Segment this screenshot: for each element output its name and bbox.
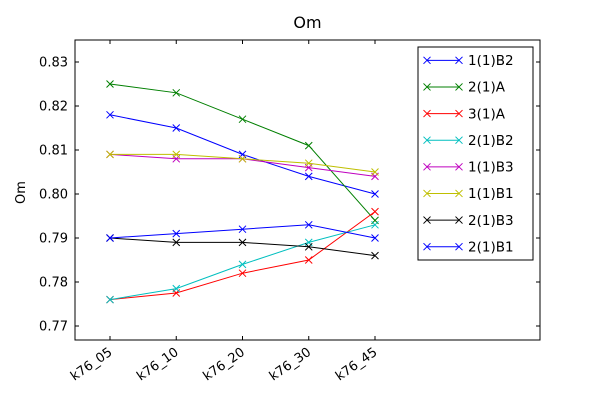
series-line-2(1)B2 (109, 224, 376, 301)
legend-sample-markers (423, 136, 463, 145)
y-tick-label: 0.78 (39, 276, 68, 291)
series-markers-1(1)B1 (106, 150, 379, 176)
legend-label: 2(1)B2 (468, 133, 514, 149)
x-tick-label: k76_30 (267, 345, 314, 384)
legend-label: 1(1)B2 (468, 53, 514, 69)
legend-label: 1(1)B3 (468, 160, 514, 176)
legend-entry-1(1)B3: 1(1)B3 (423, 160, 514, 176)
series-markers-2(1)B1 (106, 220, 379, 242)
axes-frame (74, 39, 541, 341)
series-markers-1(1)B2 (106, 110, 379, 198)
legend-box (417, 46, 534, 261)
series-line-1(1)B3 (109, 153, 376, 177)
x-tick-label: k76_05 (68, 345, 115, 384)
series-markers-1(1)B3 (106, 150, 379, 181)
legend-entry-2(1)A: 2(1)A (423, 80, 506, 96)
y-tick-label: 0.83 (39, 56, 68, 71)
legend-sample-markers (423, 109, 463, 118)
legend-entry-2(1)B3: 2(1)B3 (423, 213, 514, 229)
legend-entry-2(1)B2: 2(1)B2 (423, 133, 514, 149)
legend-entry-3(1)A: 3(1)A (423, 106, 506, 122)
legend-sample-markers (423, 83, 463, 91)
legend-label: 2(1)B3 (468, 213, 514, 229)
x-tick-label: k76_45 (333, 345, 380, 384)
series-markers-3(1)A (106, 207, 379, 304)
legend-sample-markers (423, 242, 463, 251)
legend-entry-2(1)B1: 2(1)B1 (423, 239, 514, 255)
series-markers-2(1)A (106, 80, 379, 225)
legend-label: 2(1)A (468, 80, 506, 96)
chart-title: Om (293, 13, 322, 32)
y-tick-label: 0.79 (39, 232, 68, 247)
legend-label: 3(1)A (468, 106, 506, 122)
legend-sample-markers (423, 216, 463, 224)
legend-entry-1(1)B2: 1(1)B2 (423, 53, 514, 69)
x-tick-label: k76_10 (134, 345, 181, 384)
x-tick-label: k76_20 (201, 345, 248, 384)
y-tick-label: 0.82 (39, 100, 68, 115)
series-line-2(1)A (109, 83, 376, 221)
series-markers-2(1)B3 (106, 234, 379, 260)
series-line-2(1)B1 (109, 224, 376, 239)
y-tick-label: 0.81 (39, 144, 68, 159)
legend-label: 2(1)B1 (468, 239, 514, 255)
legend-label: 1(1)B1 (468, 186, 514, 202)
legend-sample-markers (423, 162, 463, 171)
y-tick-label: 0.80 (39, 188, 68, 203)
series-line-3(1)A (109, 211, 376, 301)
y-tick-label: 0.77 (39, 320, 68, 335)
legend-sample-markers (423, 189, 463, 198)
legend-entry-1(1)B1: 1(1)B1 (423, 186, 514, 202)
legend-sample-markers (423, 56, 463, 65)
series-markers-2(1)B2 (106, 220, 379, 304)
